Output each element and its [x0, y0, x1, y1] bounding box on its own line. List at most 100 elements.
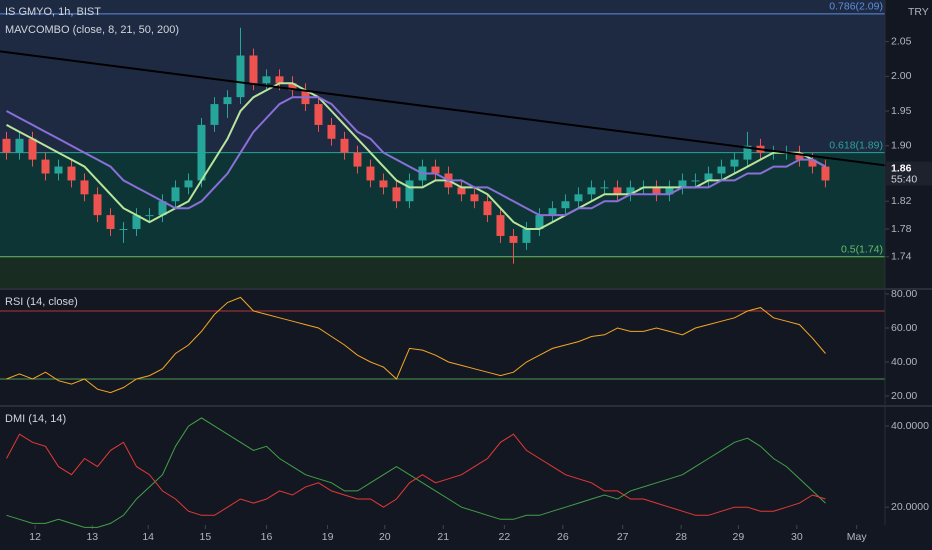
candle-body [522, 229, 531, 243]
y-tick-label: 80.00 [891, 288, 917, 300]
x-tick-label: 29 [733, 531, 745, 543]
candle-body [366, 166, 375, 181]
fib-label: 0.786(2.09) [829, 1, 883, 13]
candle-body [548, 208, 557, 216]
y-tick-label: 20.00 [891, 390, 917, 402]
y-tick-label: 40.0000 [891, 420, 929, 432]
candle-body [353, 152, 362, 167]
x-tick-label: 20 [379, 531, 391, 543]
candle-body [821, 166, 830, 181]
candle-body [808, 159, 817, 167]
candle-body [340, 138, 349, 153]
candle-body [613, 187, 622, 195]
y-tick-label: 1.78 [891, 223, 912, 235]
y-tick-label: 1.74 [891, 251, 912, 263]
x-tick-label: 26 [557, 531, 569, 543]
candle-body [262, 76, 271, 84]
x-tick-label: 15 [200, 531, 212, 543]
y-tick-label: 2.05 [891, 35, 912, 47]
fib-zone [0, 0, 885, 153]
candle-body [171, 187, 180, 202]
candle-body [184, 180, 193, 188]
symbol-title: IS GMYO, 1h, BIST [5, 6, 101, 18]
candle-body [93, 194, 102, 216]
candle-body [41, 159, 50, 174]
x-tick-label: 16 [261, 531, 273, 543]
indicator-legend: MAVCOMBO (close, 8, 21, 50, 200) [5, 24, 179, 36]
candle-body [28, 138, 37, 160]
candle-body [678, 180, 687, 188]
candle-body [730, 159, 739, 167]
candle-body [457, 187, 466, 195]
x-tick-label: 19 [322, 531, 334, 543]
y-tick-label: 1.82 [891, 195, 912, 207]
x-tick-label: 13 [86, 531, 98, 543]
y-tick-label: 60.00 [891, 322, 917, 334]
candle-body [288, 83, 297, 91]
current-price: 1.86 [891, 162, 912, 174]
candle-body [561, 201, 570, 209]
candle-body [587, 187, 596, 195]
x-tick-label: 30 [791, 531, 803, 543]
candle-body [197, 124, 206, 181]
x-tick-label: 14 [142, 531, 154, 543]
candle-body [483, 201, 492, 216]
candle-body [67, 166, 76, 181]
candle-body [652, 187, 661, 195]
candle-body [210, 104, 219, 125]
x-tick-label: May [847, 531, 868, 543]
candle-body [691, 180, 700, 182]
candle-body [249, 55, 258, 84]
candle-body [665, 187, 674, 195]
candle-body [327, 124, 336, 139]
candle-body [795, 152, 804, 160]
candle-body [106, 215, 115, 230]
candle-body [509, 235, 518, 243]
x-tick-label: 21 [437, 531, 449, 543]
y-tick-label: 40.00 [891, 356, 917, 368]
x-tick-label: 28 [675, 531, 687, 543]
fib-label: 0.5(1.74) [841, 244, 883, 256]
candle-body [223, 97, 232, 105]
candle-body [626, 187, 635, 195]
candle-body [236, 55, 245, 98]
x-tick-label: 12 [29, 531, 41, 543]
fib-label: 0.618(1.89) [829, 139, 883, 151]
candle-body [275, 76, 284, 84]
trendline [0, 50, 932, 173]
candle-body [574, 194, 583, 202]
y-tick-label: 1.90 [891, 140, 912, 152]
fib-zone [0, 256, 885, 288]
candle-body [470, 194, 479, 202]
currency: TRY [908, 6, 929, 18]
candle-body [15, 138, 24, 153]
candle-body [119, 229, 128, 231]
indicator-line [6, 96, 826, 217]
candle-body [158, 201, 167, 216]
y-tick-label: 2.00 [891, 70, 912, 82]
fib-zone [0, 152, 885, 257]
candle-body [132, 215, 141, 230]
indicator-line [6, 433, 826, 516]
candle-body [2, 138, 11, 153]
candle-body [535, 215, 544, 230]
candle-body [145, 215, 154, 217]
candle-body [717, 166, 726, 174]
candle-body [743, 145, 752, 160]
x-tick-label: 27 [617, 531, 629, 543]
indicator-line [6, 296, 826, 394]
candle-body [704, 173, 713, 181]
candle-body [314, 104, 323, 125]
candle-body [54, 166, 63, 174]
x-tick-label: 22 [499, 531, 511, 543]
candle-body [600, 187, 609, 189]
panel-title: DMI (14, 14) [5, 413, 66, 425]
candle-body [431, 166, 440, 174]
y-tick-label: 1.95 [891, 105, 912, 117]
candle-body [80, 180, 89, 195]
countdown: 55:40 [891, 173, 917, 185]
panel-title: RSI (14, close) [5, 296, 78, 308]
candle-body [379, 180, 388, 188]
